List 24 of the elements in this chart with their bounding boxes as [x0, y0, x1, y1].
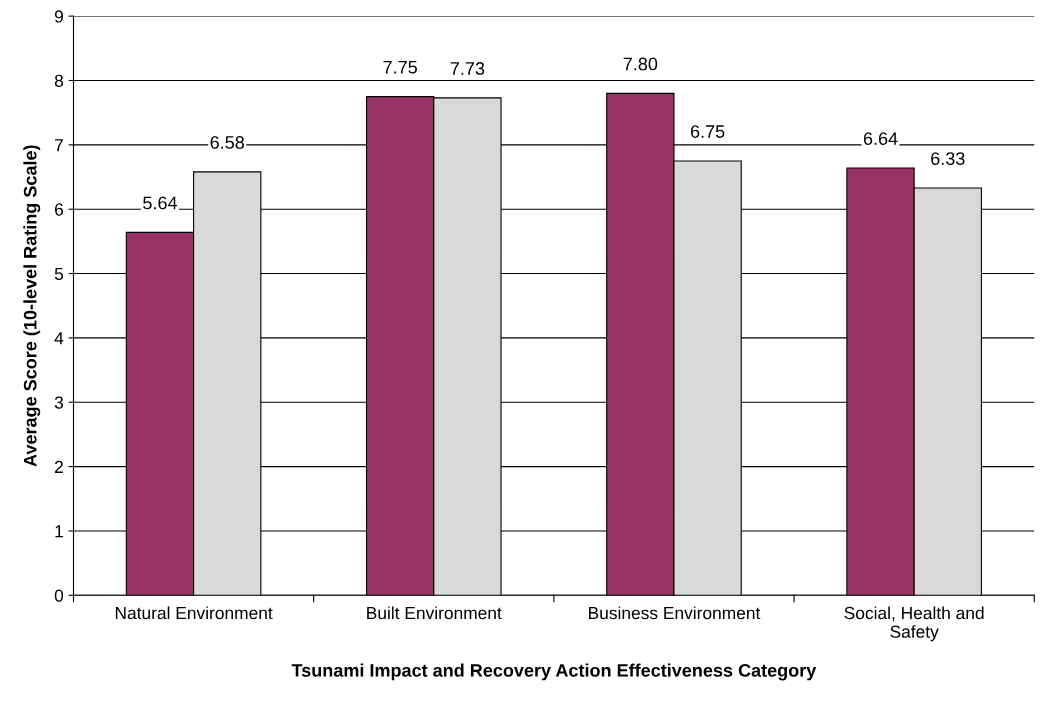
x-axis-title: Tsunami Impact and Recovery Action Effectiveness Category: [291, 663, 817, 681]
y-tick-label: 6: [55, 203, 64, 216]
y-tick-label: 9: [54, 10, 63, 23]
x-tick-label: Built Environment: [367, 606, 502, 620]
data-label: 7.73: [450, 62, 485, 75]
y-tick-label: 7: [55, 139, 63, 152]
data-label: 6.58: [210, 136, 245, 149]
y-axis-title: Average Score (10-level Rating Scale): [23, 145, 41, 467]
y-tick-label: 8: [54, 74, 64, 87]
x-tick-label: Social, Health and Safety: [844, 606, 984, 642]
data-label: 6.75: [690, 125, 725, 138]
y-tick-label: 4: [54, 332, 64, 345]
data-label: 6.64: [863, 132, 898, 145]
y-tick-label: 0: [54, 589, 64, 602]
y-tick-label: 3: [54, 396, 64, 409]
data-label: 6.33: [931, 152, 965, 165]
y-tick-label: 5: [54, 267, 64, 281]
y-tick-label: 1: [55, 525, 63, 538]
x-tick-label: Business Environment: [589, 606, 761, 620]
y-tick-label: 2: [55, 460, 63, 473]
x-tick-label: Natural Environment: [115, 606, 273, 620]
data-label: 5.64: [143, 196, 178, 210]
data-label: 7.75: [383, 60, 417, 74]
data-label: 7.80: [623, 57, 658, 71]
